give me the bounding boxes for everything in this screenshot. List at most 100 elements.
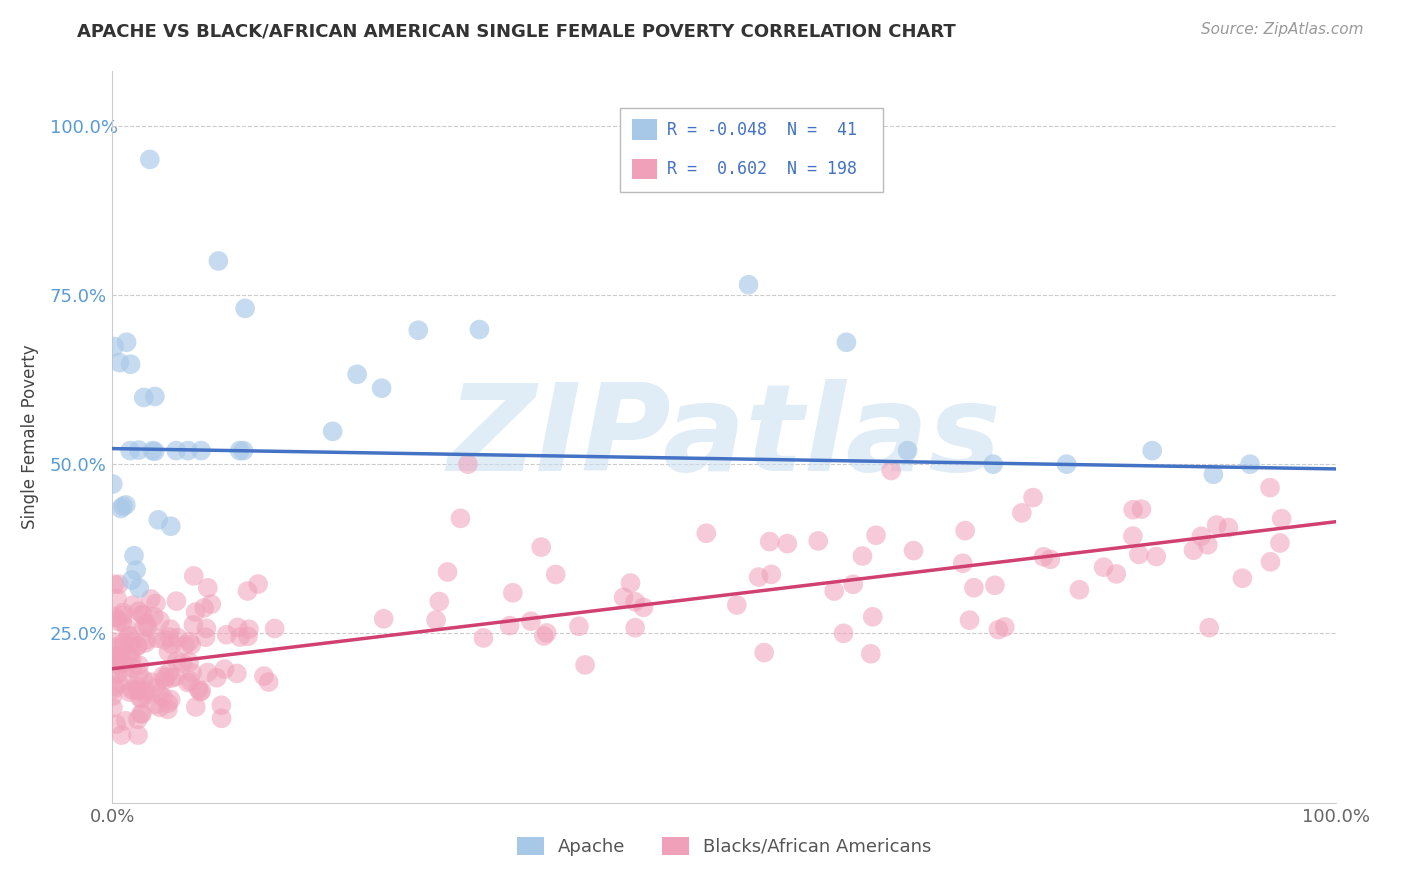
Point	[880, 463, 903, 477]
Point	[536, 626, 558, 640]
Point	[253, 669, 276, 683]
Point	[619, 576, 641, 591]
Point	[135, 632, 157, 647]
Point	[105, 667, 128, 681]
Point	[322, 425, 344, 439]
Point	[149, 700, 172, 714]
Point	[105, 717, 128, 731]
Point	[142, 443, 165, 458]
Point	[108, 577, 131, 591]
Point	[136, 620, 159, 634]
Point	[257, 675, 280, 690]
Point	[103, 679, 125, 693]
Point	[862, 610, 884, 624]
Point	[125, 679, 148, 693]
Point	[1142, 443, 1164, 458]
Point	[103, 635, 125, 649]
Point	[370, 381, 392, 395]
Point	[177, 675, 200, 690]
Point	[132, 620, 155, 634]
Point	[188, 685, 211, 699]
Point	[963, 581, 986, 595]
Point	[498, 618, 520, 632]
Point	[987, 623, 1010, 637]
Point	[125, 563, 148, 577]
Point	[131, 607, 153, 622]
Point	[127, 639, 149, 653]
Point	[160, 637, 183, 651]
Point	[236, 629, 259, 643]
Point	[129, 706, 152, 721]
Point	[159, 692, 181, 706]
Point	[568, 619, 591, 633]
Point	[194, 630, 217, 644]
Point	[1122, 529, 1144, 543]
Point	[1198, 621, 1220, 635]
Point	[613, 591, 636, 605]
Point	[1271, 511, 1294, 525]
Point	[1122, 502, 1144, 516]
Point	[153, 632, 176, 647]
Point	[112, 608, 135, 623]
Point	[118, 685, 141, 699]
Point	[107, 649, 129, 664]
Point	[134, 688, 156, 702]
Point	[190, 443, 212, 458]
Point	[121, 661, 143, 675]
Point	[187, 681, 209, 696]
Point	[142, 609, 165, 624]
Point	[776, 536, 799, 550]
Point	[1039, 552, 1062, 566]
Point	[149, 614, 172, 628]
Point	[103, 657, 125, 672]
Point	[214, 662, 236, 676]
Point	[952, 556, 974, 570]
Point	[748, 570, 770, 584]
Point	[110, 728, 132, 742]
Point	[121, 573, 143, 587]
Point	[131, 691, 153, 706]
Point	[232, 443, 254, 458]
Point	[695, 526, 717, 541]
Point	[107, 615, 129, 629]
Point	[228, 443, 250, 458]
Point	[183, 569, 205, 583]
Point	[155, 670, 177, 684]
Point	[1205, 518, 1227, 533]
Point	[183, 618, 205, 632]
Point	[122, 549, 145, 563]
Point	[114, 498, 136, 512]
Point	[897, 443, 920, 458]
Point	[263, 622, 285, 636]
Point	[436, 565, 458, 579]
Point	[122, 598, 145, 612]
Point	[859, 647, 882, 661]
Point	[121, 682, 143, 697]
Point	[1011, 506, 1033, 520]
Point	[1130, 502, 1153, 516]
Point	[408, 323, 430, 337]
Point	[128, 667, 150, 681]
Point	[107, 675, 129, 690]
Point	[953, 524, 976, 538]
Point	[761, 567, 783, 582]
Point	[143, 444, 166, 458]
Point	[200, 597, 222, 611]
Point	[159, 622, 181, 636]
Point	[180, 638, 202, 652]
Text: R =  0.602  N = 198: R = 0.602 N = 198	[666, 161, 856, 178]
FancyBboxPatch shape	[633, 159, 657, 179]
Point	[160, 671, 183, 685]
Point	[105, 610, 128, 624]
Point	[179, 655, 201, 669]
Point	[111, 500, 134, 514]
Point	[1182, 543, 1205, 558]
Point	[1189, 529, 1212, 543]
Point	[981, 457, 1004, 471]
Point	[530, 540, 553, 554]
Point	[115, 621, 138, 635]
Point	[865, 528, 887, 542]
Point	[120, 644, 142, 658]
Point	[195, 621, 218, 635]
Y-axis label: Single Female Poverty: Single Female Poverty	[21, 345, 39, 529]
